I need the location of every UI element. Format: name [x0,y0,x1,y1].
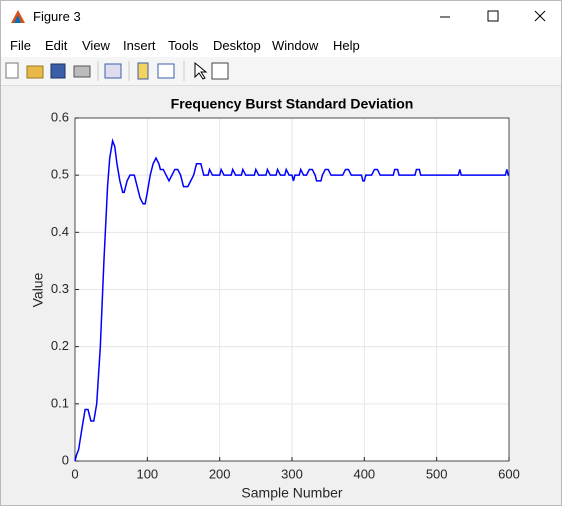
x-tick-label: 0 [71,466,78,481]
menu-item[interactable]: Insert [123,38,156,53]
menu-item[interactable]: Desktop [213,38,261,53]
y-tick-label: 0.6 [51,109,69,124]
menu-item[interactable]: View [82,38,110,53]
menu-item[interactable]: File [10,38,31,53]
window-title: Figure 3 [33,9,81,24]
save-icon[interactable] [50,63,66,79]
x-tick-label: 100 [136,466,158,481]
title-bar: Figure 3 [1,1,561,33]
property-icon[interactable] [211,62,229,80]
y-tick-label: 0.5 [51,167,69,182]
colorbar-icon[interactable] [137,62,149,80]
y-tick-label: 0 [62,452,69,467]
menu-bar: File Edit View Insert Tools Desktop Window Help [1,33,561,57]
toolbar-icons [5,61,229,81]
open-icon[interactable] [26,65,44,79]
x-tick-label: 600 [498,466,520,481]
pointer-icon[interactable] [194,61,208,80]
new-icon[interactable] [5,62,19,79]
x-axis-label: Sample Number [241,485,342,501]
y-tick-label: 0.3 [51,281,69,296]
x-tick-label: 400 [353,466,375,481]
menu-item[interactable]: Window [272,38,319,53]
x-tick-label: 500 [426,466,448,481]
y-axis-label: Value [30,272,46,307]
maximize-button[interactable] [487,10,499,22]
y-tick-label: 0.1 [51,395,69,410]
print-icon[interactable] [73,65,91,78]
x-tick-label: 200 [209,466,231,481]
x-tick-label: 300 [281,466,303,481]
menu-item[interactable]: Edit [45,38,68,53]
legend-icon[interactable] [157,63,175,79]
app-icon-inner [14,15,21,23]
y-tick-label: 0.2 [51,338,69,353]
menu-item[interactable]: Help [333,38,360,53]
menu-item[interactable]: Tools [168,38,199,53]
toolbar [1,57,561,86]
axes-box [74,117,510,462]
chart-title: Frequency Burst Standard Deviation [171,96,414,112]
close-button[interactable] [534,10,546,22]
chart: Frequency Burst Standard Deviation Sampl… [30,96,520,501]
title-icons [11,10,546,23]
link-icon[interactable] [104,63,122,79]
data-line [74,138,510,462]
y-tick-label: 0.4 [51,224,69,239]
